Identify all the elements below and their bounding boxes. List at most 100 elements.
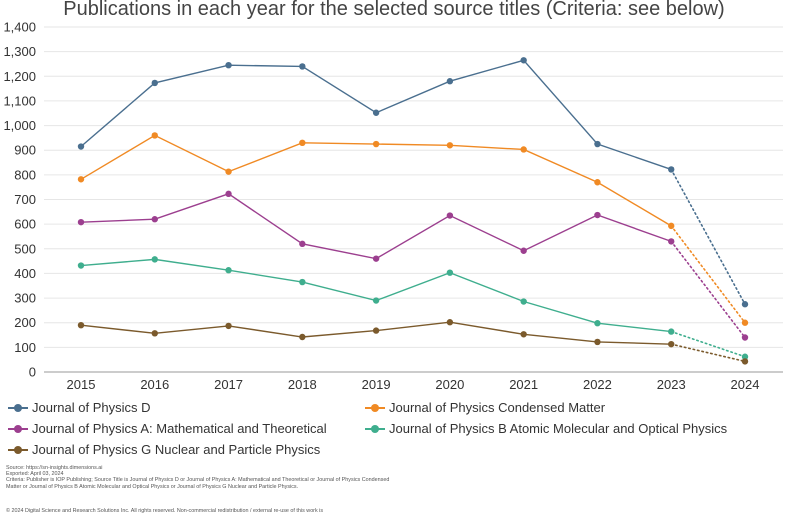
data-point <box>594 140 601 148</box>
legend-marker <box>8 423 28 435</box>
data-point <box>594 179 601 186</box>
data-point <box>668 166 675 173</box>
data-point <box>225 190 232 198</box>
data-point <box>520 298 527 305</box>
y-tick-label: 100 <box>14 340 36 355</box>
series <box>77 190 749 341</box>
data-point <box>741 301 749 308</box>
data-point <box>151 256 158 263</box>
y-tick-label: 1,100 <box>3 93 36 108</box>
data-point <box>594 211 601 219</box>
data-point <box>151 216 158 223</box>
data-point <box>668 238 675 245</box>
footer-criteria: Criteria: Publisher is IOP Publishing; S… <box>6 477 390 490</box>
x-tick-label: 2019 <box>362 377 391 392</box>
x-tick-label: 2020 <box>435 377 464 392</box>
line-chart: Publications in each year for the select… <box>3 0 783 392</box>
data-point <box>299 278 306 286</box>
y-axis: 0 100 200 300 400 500 600 700 800 900 1,000 1,100 1,… <box>3 20 36 380</box>
data-point <box>668 222 675 230</box>
footer-notes: Source: https://sn-insights.dimensions.a… <box>6 465 406 490</box>
data-point <box>225 322 232 330</box>
data-point <box>446 269 454 276</box>
series <box>77 256 749 360</box>
data-point <box>225 267 232 274</box>
data-point <box>372 140 380 148</box>
data-point <box>151 330 158 337</box>
data-point <box>520 146 527 153</box>
data-point <box>225 168 232 175</box>
y-tick-label: 500 <box>14 241 36 256</box>
footer-exported: Exported: April 03, 2024 <box>6 471 64 478</box>
data-point <box>77 176 85 183</box>
legend-label: Journal of Physics D <box>32 400 151 415</box>
series-projection-line <box>670 168 746 306</box>
data-point <box>372 297 380 304</box>
x-tick-label: 2015 <box>67 377 96 392</box>
data-point <box>77 218 85 226</box>
y-tick-label: 1,300 <box>3 44 36 59</box>
grid-layer <box>44 26 783 373</box>
data-point <box>151 79 158 87</box>
footer-copyright: © 2024 Digital Science and Research Solu… <box>6 508 324 514</box>
legend-item: Journal of Physics D <box>8 399 365 416</box>
legend-label: Journal of Physics A: Mathematical and T… <box>32 421 327 436</box>
data-point <box>594 338 601 346</box>
data-point <box>225 61 232 69</box>
data-point <box>594 320 601 327</box>
x-axis: 2015 2016 2017 2018 2019 2020 2021 2022 2023 2024 <box>67 377 760 392</box>
data-point <box>446 142 454 149</box>
series <box>77 57 749 308</box>
data-point <box>299 63 306 70</box>
series-projection-line <box>670 343 746 363</box>
data-point <box>446 78 454 85</box>
x-tick-label: 2018 <box>288 377 317 392</box>
x-tick-label: 2016 <box>140 377 169 392</box>
y-tick-label: 400 <box>14 266 36 281</box>
data-point <box>520 57 527 64</box>
data-point <box>151 132 158 139</box>
legend-item: Journal of Physics B Atomic Molecular an… <box>365 420 765 437</box>
legend-item: Journal of Physics Condensed Matter <box>365 399 765 416</box>
y-tick-label: 300 <box>14 291 36 306</box>
chart-title: Publications in each year for the select… <box>63 0 724 20</box>
series-projection-line <box>670 330 746 358</box>
data-point <box>372 327 380 334</box>
y-tick-label: 200 <box>14 315 36 330</box>
legend-label: Journal of Physics Condensed Matter <box>389 400 606 415</box>
data-point <box>77 262 85 269</box>
data-point <box>77 143 85 150</box>
y-tick-label: 1,000 <box>3 118 36 133</box>
legend-marker <box>365 402 385 414</box>
series-projection-line <box>670 240 746 339</box>
legend-item: Journal of Physics A: Mathematical and T… <box>8 420 365 437</box>
data-point <box>668 328 675 335</box>
x-tick-label: 2023 <box>657 377 686 392</box>
data-point <box>446 212 454 219</box>
data-point <box>741 334 749 341</box>
legend-marker <box>8 402 28 414</box>
series <box>77 132 749 326</box>
data-point <box>446 319 454 326</box>
y-tick-label: 0 <box>29 365 36 380</box>
data-point <box>299 333 306 341</box>
x-tick-label: 2017 <box>214 377 243 392</box>
legend: Journal of Physics D Journal of Physics C… <box>8 399 778 458</box>
x-tick-label: 2024 <box>731 377 760 392</box>
data-point <box>668 340 675 348</box>
data-point <box>741 358 749 365</box>
data-point <box>520 331 527 338</box>
legend-label: Journal of Physics G Nuclear and Particl… <box>32 442 321 457</box>
data-point <box>520 247 527 254</box>
series-line <box>80 258 672 333</box>
legend-marker <box>365 423 385 435</box>
series-line <box>80 134 672 227</box>
y-tick-label: 900 <box>14 143 36 158</box>
y-tick-label: 800 <box>14 167 36 182</box>
y-tick-label: 700 <box>14 192 36 207</box>
legend-marker <box>8 444 28 456</box>
x-tick-label: 2021 <box>509 377 538 392</box>
data-point <box>372 255 380 262</box>
data-point <box>741 319 749 326</box>
y-tick-label: 600 <box>14 217 36 232</box>
